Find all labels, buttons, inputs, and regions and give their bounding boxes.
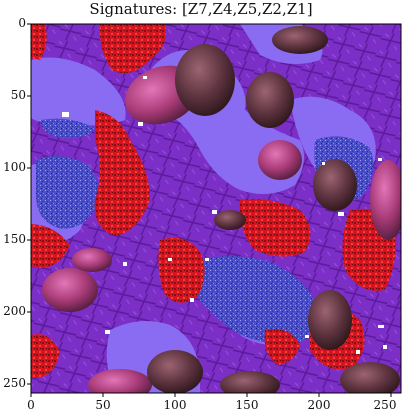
- plot-frame: [30, 23, 402, 394]
- chart-title: Signatures: [Z7,Z4,Z5,Z2,Z1]: [89, 0, 313, 18]
- y-tick-label: 50: [10, 88, 26, 102]
- y-tick-label: 100: [3, 160, 26, 174]
- x-tick-label: 250: [373, 398, 397, 412]
- x-tick-label: 0: [27, 398, 35, 412]
- y-tick-label: 150: [3, 232, 26, 246]
- x-tick-label: 200: [307, 398, 331, 412]
- y-tick-label: 0: [18, 16, 26, 30]
- x-tick-label: 100: [163, 398, 187, 412]
- y-tick-label: 250: [3, 376, 26, 390]
- x-tick-label: 150: [235, 398, 259, 412]
- y-tick-label: 200: [3, 304, 26, 318]
- tick-marks: [27, 23, 392, 397]
- image-content: [31, 24, 401, 393]
- x-tick-label: 50: [95, 398, 111, 412]
